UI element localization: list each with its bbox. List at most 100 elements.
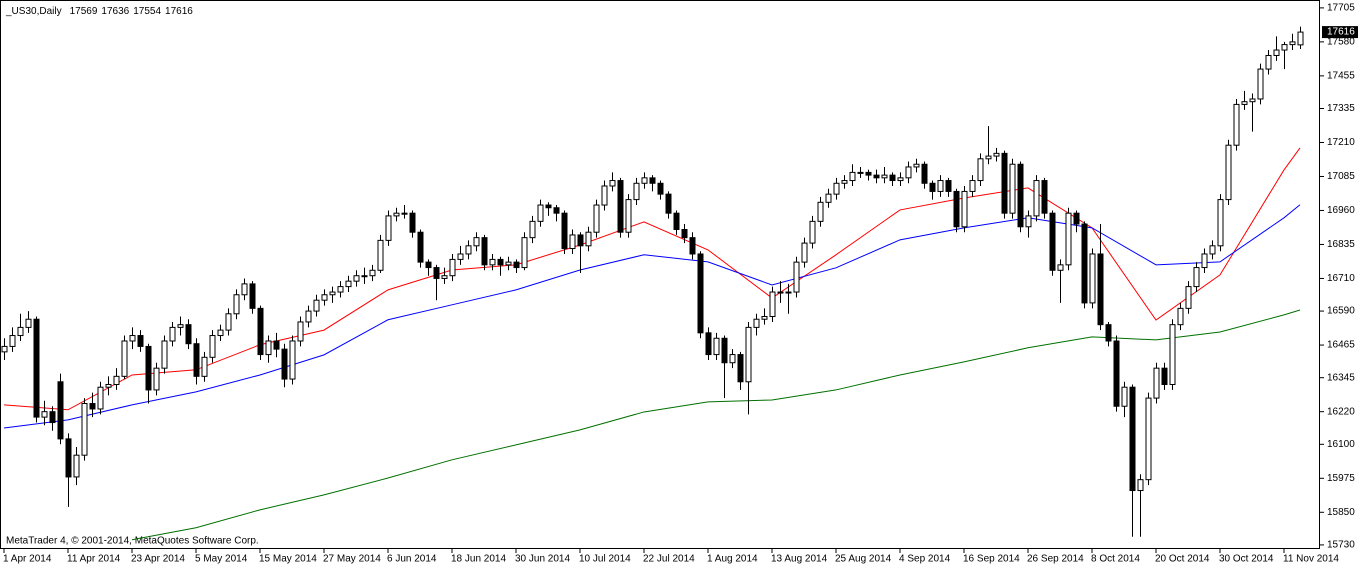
- candle-body: [793, 261, 800, 293]
- copyright: MetaTrader 4, © 2001-2014, MetaQuotes So…: [6, 536, 259, 547]
- candle-body: [649, 177, 656, 184]
- candle-body: [1009, 163, 1016, 214]
- candle-body: [377, 239, 384, 271]
- y-tick-label: 15730: [1327, 540, 1355, 551]
- candle-body: [233, 294, 240, 315]
- candle-body: [713, 337, 720, 356]
- x-tick-label: 25 Aug 2014: [835, 554, 892, 565]
- candle-body: [1097, 253, 1104, 326]
- x-tick-label: 1 Aug 2014: [707, 554, 758, 565]
- candle-body: [513, 261, 520, 269]
- candle-body: [113, 375, 120, 385]
- candle-body: [369, 269, 376, 277]
- price-label-box: [1322, 26, 1358, 39]
- candle-body: [57, 381, 64, 440]
- candle-body: [329, 291, 336, 296]
- y-tick-label: 15850: [1327, 507, 1355, 518]
- candle-body: [201, 356, 208, 377]
- candle-body: [1033, 180, 1040, 217]
- candle-body: [633, 182, 640, 201]
- y-tick-label: 16960: [1327, 205, 1355, 216]
- candle-body: [457, 253, 464, 260]
- candle-body: [441, 275, 448, 279]
- close-value: 17616: [165, 6, 193, 17]
- y-tick-label: 17455: [1327, 71, 1355, 82]
- candle-body: [1105, 324, 1112, 342]
- candle-body: [745, 326, 752, 383]
- candle-body: [865, 171, 872, 176]
- candle-body: [833, 182, 840, 195]
- candle-body: [537, 204, 544, 222]
- candle-body: [1289, 41, 1296, 46]
- candle-body: [697, 253, 704, 334]
- candle-body: [1057, 264, 1064, 271]
- y-tick-label: 16710: [1327, 273, 1355, 284]
- candle-body: [785, 291, 792, 294]
- high-value: 17636: [101, 6, 129, 17]
- x-tick-label: 1 Apr 2014: [3, 554, 52, 565]
- candle-body: [777, 291, 784, 294]
- candle-body: [481, 237, 488, 266]
- x-tick-label: 26 Sep 2014: [1027, 554, 1084, 565]
- candle-body: [1065, 212, 1072, 266]
- candle-body: [1073, 212, 1080, 225]
- candle-body: [465, 245, 472, 255]
- y-tick-label: 16835: [1327, 239, 1355, 250]
- plot-frame: [0, 0, 1320, 549]
- candle-body: [105, 383, 112, 388]
- candle-body: [705, 332, 712, 356]
- x-tick-label: 18 Jun 2014: [451, 554, 506, 565]
- candle-body: [569, 234, 576, 250]
- x-tick-label: 15 May 2014: [259, 554, 317, 565]
- candle-body: [1081, 223, 1088, 304]
- x-tick-label: 30 Jun 2014: [515, 554, 570, 565]
- candle-body: [1137, 479, 1144, 492]
- candle-body: [345, 280, 352, 288]
- x-tick-label: 5 May 2014: [195, 554, 248, 565]
- x-tick-label: 20 Oct 2014: [1155, 554, 1210, 565]
- candle-body: [577, 234, 584, 247]
- candle-body: [209, 335, 216, 358]
- candle-body: [977, 158, 984, 182]
- candle-body: [385, 215, 392, 241]
- candle-body: [25, 318, 32, 328]
- candle-body: [241, 283, 248, 296]
- candle-body: [945, 180, 952, 192]
- low-value: 17554: [133, 6, 161, 17]
- candle-body: [1089, 253, 1096, 304]
- candle-body: [433, 267, 440, 279]
- x-tick-label: 30 Oct 2014: [1219, 554, 1274, 565]
- candle-body: [169, 326, 176, 342]
- candle-body: [1041, 180, 1048, 214]
- candle-body: [1169, 324, 1176, 385]
- candle-body: [673, 212, 680, 230]
- candle-body: [1209, 245, 1216, 255]
- candle-body: [65, 438, 72, 478]
- candle-body: [1001, 152, 1008, 214]
- y-tick-label: 17210: [1327, 137, 1355, 148]
- candle-body: [9, 335, 16, 347]
- candle-body: [753, 318, 760, 328]
- candle-body: [337, 286, 344, 293]
- candle-body: [137, 335, 144, 347]
- candle-body: [1017, 163, 1024, 228]
- candle-body: [177, 324, 184, 328]
- candle-body: [1161, 367, 1168, 385]
- candle-body: [985, 155, 992, 160]
- x-tick-label: 4 Sep 2014: [899, 554, 951, 565]
- candle-body: [217, 329, 224, 337]
- candle-body: [1265, 54, 1272, 70]
- candle-body: [97, 386, 104, 410]
- candle-body: [1241, 101, 1248, 105]
- x-tick-label: 6 Jun 2014: [387, 554, 437, 565]
- candle-body: [473, 237, 480, 247]
- chart-header: _US30,Daily 17569 17636 17554 17616: [5, 6, 193, 17]
- candle-body: [193, 343, 200, 377]
- candle-body: [505, 261, 512, 266]
- candle-body: [321, 294, 328, 301]
- candle-body: [1, 345, 8, 353]
- candle-body: [281, 348, 288, 380]
- open-value: 17569: [70, 6, 98, 17]
- candle-body: [553, 207, 560, 214]
